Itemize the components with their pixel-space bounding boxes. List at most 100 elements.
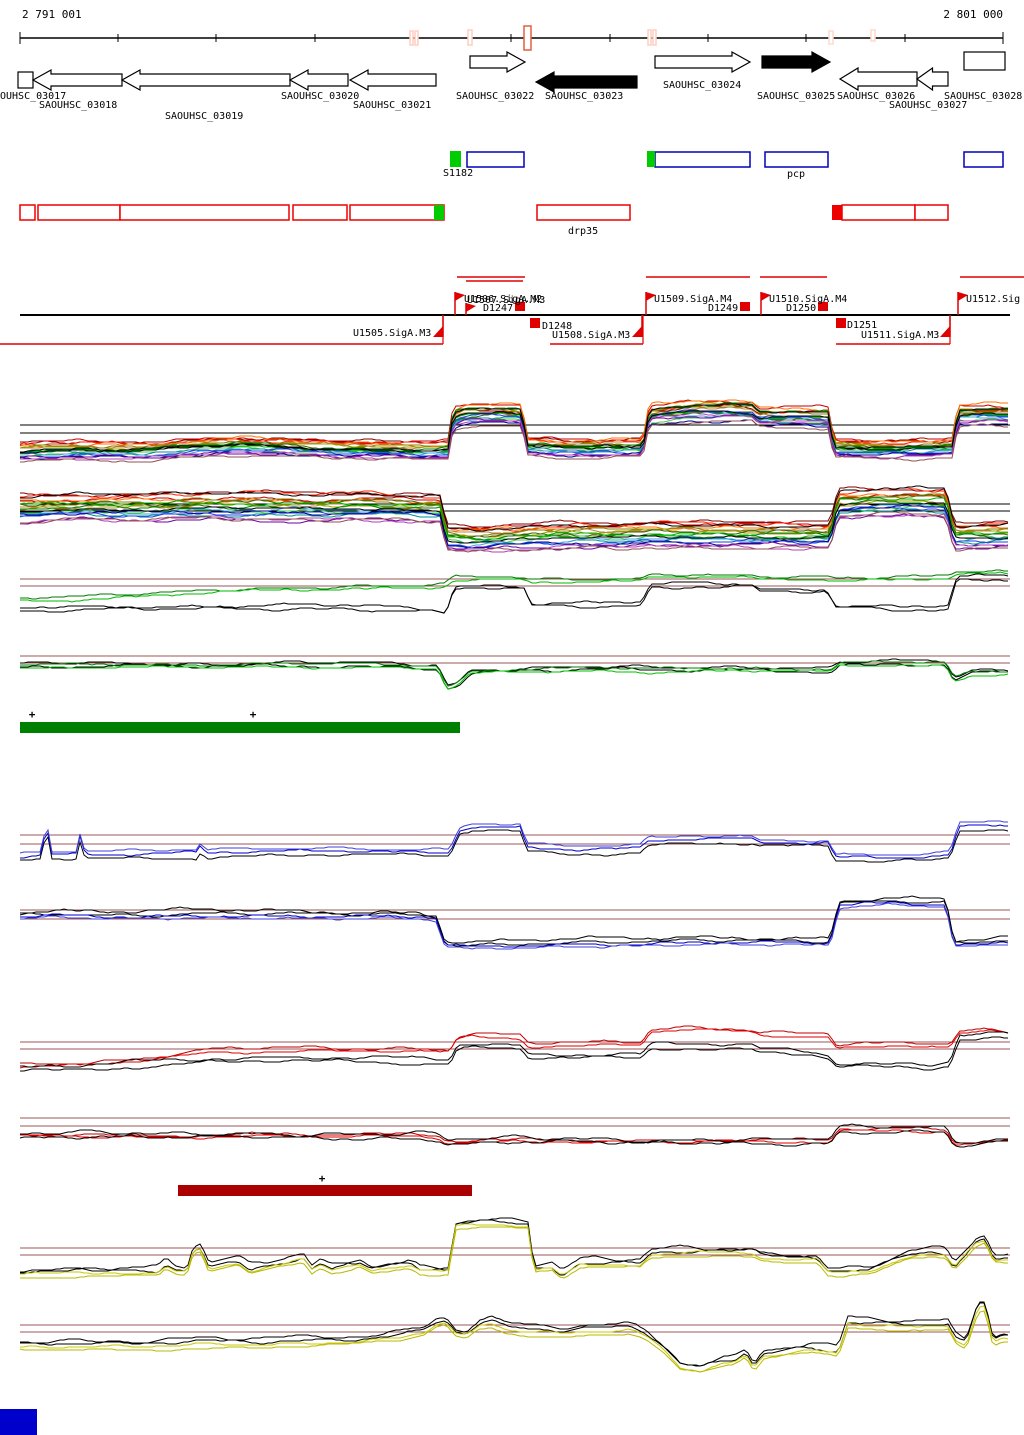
signal-series [20,409,1008,459]
signal-series [20,902,1008,950]
red-feature-box[interactable] [349,204,445,221]
signal-series [20,900,1008,947]
signal-series [20,578,1008,614]
track-yellow-sense [20,1217,1010,1279]
gene-arrow-SAOUHSC_03023[interactable] [534,70,638,94]
gene-arrow-SAOUHSC_03018[interactable] [31,68,123,92]
gene-arrow-SAOUHSC_03028[interactable] [963,51,1006,71]
track-green-sense [20,569,1010,614]
terminator-icon[interactable] [740,302,750,311]
tu-label: U1512.Sig [966,294,1020,305]
red-feature-box[interactable] [292,204,348,221]
ruler-end-label: 2 801 000 [943,8,1003,21]
blue-feature-box[interactable] [466,151,525,168]
tu-label: U1506.SigA.M2 [464,294,542,305]
blue-feature-box[interactable] [654,151,751,168]
red-feature-filled[interactable] [832,205,842,220]
gene-arrow-SAOUHSC_03025[interactable] [761,50,832,74]
track-red-sense [19,1025,1010,1072]
gene-label: SAOUHSC_03018 [39,100,117,111]
signal-series [20,1025,1009,1066]
blue-feature-box[interactable] [963,151,1004,168]
signal-series [20,1123,1008,1144]
red-feature-box[interactable] [536,204,631,221]
signal-series [20,511,1008,553]
tu-label: D1249 [708,303,738,314]
tu-label: U1508.SigA.M3 [552,330,630,341]
tu-label: D1251 [847,320,877,331]
red-feature-box[interactable] [841,204,916,221]
plus-mark: + [29,708,36,721]
promoter-flag-icon[interactable] [940,326,950,337]
green-feature-square[interactable] [450,151,461,167]
gene-label: OUHSC_03017 [0,91,66,102]
region-bar[interactable] [20,722,460,733]
signal-series [20,410,1008,453]
signal-series [19,1310,1008,1373]
signal-series [20,1226,1008,1279]
promoter-flag-icon[interactable] [466,303,476,312]
promoter-flag-icon[interactable] [632,326,642,337]
terminator-icon[interactable] [818,302,828,311]
signal-series [19,1028,1009,1069]
signal-series [19,820,1008,856]
gene-label: SAOUHSC_03025 [757,91,835,102]
red-feature-box[interactable] [914,204,949,221]
promoter-flag-icon[interactable] [455,292,465,301]
promoter-flag-icon[interactable] [646,292,656,301]
signal-series [20,399,1008,446]
track-green-antisense [20,655,1010,690]
plus-mark: + [319,1172,326,1185]
tu-label: U1505.SigA.M3 [353,328,431,339]
gene-label: SAOUHSC_03019 [165,111,243,122]
signal-series [20,485,1009,532]
signal-series [20,493,1009,538]
ruler-marker[interactable] [409,30,414,46]
gene-arrow-SAOUHSC_03027[interactable] [915,66,949,92]
green-feature-square[interactable] [647,151,655,167]
feature-label: S1182 [443,168,473,179]
ruler-marker[interactable] [647,29,652,46]
gene-arrow-SAOUHSC_03026[interactable] [838,66,918,92]
terminator-icon[interactable] [530,318,540,328]
ruler-marker[interactable] [414,30,419,46]
signal-tracks [19,399,1010,1373]
gene-arrow-SAOUHSC_03024[interactable] [654,50,752,74]
ruler-marker[interactable] [467,29,473,46]
region-bar[interactable] [178,1185,472,1196]
signal-series [20,487,1008,532]
ruler-marker[interactable] [870,29,876,42]
gene-label: SAOUHSC_03023 [545,91,623,102]
bottom-left-box[interactable] [0,1409,37,1435]
red-feature-box[interactable] [119,204,290,221]
gene-arrow-SAOUHSC_03021[interactable] [348,68,437,92]
feature-rows: S1182 pcp drp35 [19,151,1004,237]
gene-label: SAOUHSC_03026 [837,91,915,102]
signal-series [20,824,1008,859]
tu-diagram: U1505.SigA.M3U1506.SigA.M2U1507.SigA.M3D… [0,276,1024,345]
gene-label: SAOUHSC_03020 [281,91,359,102]
terminator-icon[interactable] [515,302,525,311]
red-feature-box[interactable] [19,204,36,221]
promoter-flag-icon[interactable] [958,292,968,301]
gene-arrow-SAOUHSC_03022[interactable] [469,50,527,74]
ruler-marker[interactable] [652,29,657,46]
tu-label: D1248 [542,321,572,332]
terminator-icon[interactable] [836,318,846,328]
ruler-marker[interactable] [523,25,532,51]
blue-feature-box[interactable] [764,151,829,168]
gene-arrow-SAOUHSC_03020[interactable] [288,68,349,92]
signal-series [20,1223,1008,1275]
gene-arrow-OUHSC_03017[interactable] [17,71,34,89]
red-feature-box[interactable] [37,204,121,221]
ruler-start-label: 2 791 001 [22,8,82,21]
promoter-flag-icon[interactable] [761,292,771,301]
green-feature-tip[interactable] [434,205,444,220]
promoter-flag-icon[interactable] [433,326,443,337]
signal-series [20,571,1009,603]
gene-arrow-SAOUHSC_03019[interactable] [120,68,291,92]
signal-series [20,664,1009,690]
ruler-marker[interactable] [828,30,834,45]
signal-series [20,1031,1009,1068]
